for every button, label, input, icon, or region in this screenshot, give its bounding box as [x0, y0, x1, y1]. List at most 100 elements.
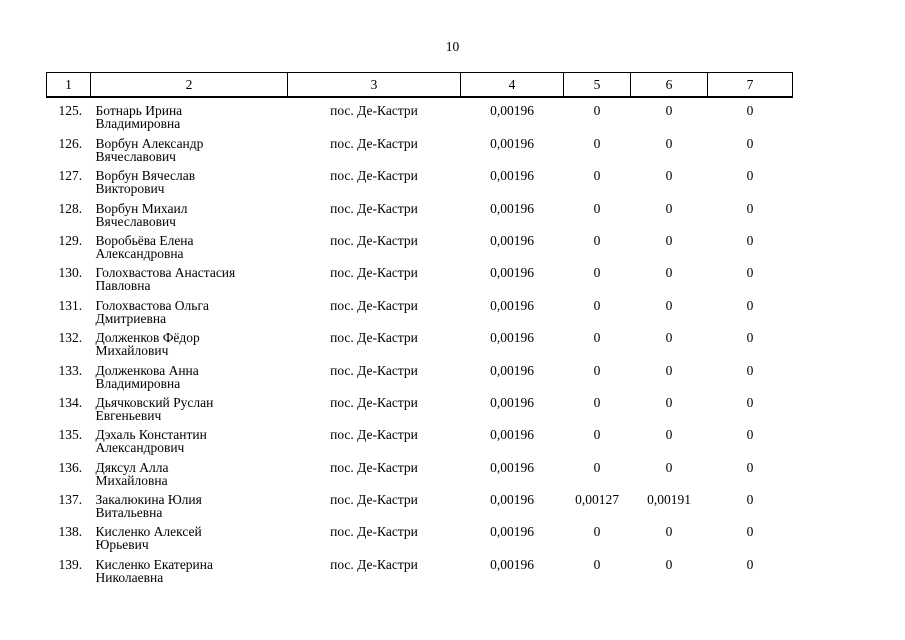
- value-cell-col7: 0: [746, 492, 754, 508]
- locality-cell: пос. Де-Кастри: [330, 232, 418, 248]
- table-row: 139. Кисленко Екатерина Николаевна пос. …: [47, 551, 793, 585]
- table-row: 132. Долженков Фёдор Михайлович пос. Де-…: [47, 325, 793, 358]
- value-cell-col4: 0,00196: [490, 459, 534, 475]
- column-header-1: 1: [46, 72, 91, 98]
- value-cell-col7: 0: [746, 168, 754, 184]
- table-row: 127. Ворбун Вячеслав Викторович пос. Де-…: [47, 163, 793, 197]
- column-header-3: 3: [287, 72, 461, 98]
- value-cell-col4: 0,00196: [490, 265, 534, 281]
- person-name-cell: Дэхаль Константин Александрович: [95, 427, 207, 456]
- value-cell-col5: 0: [593, 394, 601, 410]
- row-number-cell: 135.: [58, 427, 83, 443]
- value-cell-col5: 0: [593, 524, 601, 540]
- value-cell-col6: 0: [665, 232, 673, 248]
- table-row: 136. Дяксул Алла Михайловна пос. Де-Каст…: [47, 454, 793, 488]
- value-cell-col4: 0,00196: [490, 492, 534, 508]
- table-row: 125. Ботнарь Ирина Владимировна пос. Де-…: [47, 97, 793, 132]
- value-cell-col6: 0: [665, 459, 673, 475]
- row-number-cell: 136.: [58, 459, 83, 475]
- value-cell-col7: 0: [746, 297, 754, 313]
- value-cell-col6: 0: [665, 135, 673, 151]
- locality-cell: пос. Де-Кастри: [330, 427, 418, 443]
- column-header-4: 4: [460, 72, 564, 98]
- person-name-cell: Ворбун Александр Вячеславович: [95, 135, 204, 164]
- row-number-cell: 134.: [58, 394, 83, 410]
- person-name-cell: Воробьёва Елена Александровна: [95, 232, 194, 261]
- row-number-cell: 129.: [58, 232, 83, 248]
- locality-cell: пос. Де-Кастри: [330, 459, 418, 475]
- value-cell-col4: 0,00196: [490, 297, 534, 313]
- value-cell-col4: 0,00196: [490, 135, 534, 151]
- locality-cell: пос. Де-Кастри: [330, 556, 418, 572]
- value-cell-col6: 0,00191: [647, 492, 691, 508]
- value-cell-col5: 0: [593, 200, 601, 216]
- table-row: 128. Ворбун Михаил Вячеславович пос. Де-…: [47, 195, 793, 229]
- person-name-cell: Кисленко Екатерина Николаевна: [95, 556, 214, 585]
- value-cell-col5: 0: [593, 556, 601, 572]
- person-name-cell: Долженкова Анна Владимировна: [95, 362, 199, 391]
- table-header-row: 1 2 3 4 5 6 7: [46, 72, 793, 98]
- value-cell-col6: 0: [665, 362, 673, 378]
- locality-cell: пос. Де-Кастри: [330, 297, 418, 313]
- person-name-cell: Дяксул Алла Михайловна: [95, 459, 169, 488]
- value-cell-col6: 0: [665, 330, 673, 346]
- row-number-cell: 131.: [58, 297, 83, 313]
- value-cell-col7: 0: [746, 427, 754, 443]
- row-number-cell: 127.: [58, 168, 83, 184]
- value-cell-col5: 0: [593, 232, 601, 248]
- column-header-2: 2: [90, 72, 288, 98]
- table-body: 125. Ботнарь Ирина Владимировна пос. Де-…: [47, 97, 793, 584]
- row-number-cell: 126.: [58, 135, 83, 151]
- value-cell-col7: 0: [746, 103, 754, 119]
- table-row: 135. Дэхаль Константин Александрович пос…: [47, 422, 793, 456]
- person-name-cell: Ботнарь Ирина Владимировна: [95, 103, 183, 132]
- value-cell-col7: 0: [746, 330, 754, 346]
- page-number: 10: [445, 39, 460, 54]
- locality-cell: пос. Де-Кастри: [330, 168, 418, 184]
- value-cell-col5: 0: [593, 103, 601, 119]
- table-row: 134. Дьячковский Руслан Евгеньевич пос. …: [47, 390, 793, 423]
- row-number-cell: 139.: [58, 556, 83, 572]
- table-row: 130. Голохвастова Анастасия Павловна пос…: [47, 260, 793, 293]
- row-number-cell: 137.: [58, 492, 83, 508]
- person-name-cell: Закалюкина Юлия Витальевна: [95, 492, 202, 521]
- value-cell-col6: 0: [665, 394, 673, 410]
- value-cell-col6: 0: [665, 556, 673, 572]
- locality-cell: пос. Де-Кастри: [330, 394, 418, 410]
- value-cell-col7: 0: [746, 459, 754, 475]
- person-name-cell: Ворбун Вячеслав Викторович: [95, 168, 196, 197]
- locality-cell: пос. Де-Кастри: [330, 265, 418, 281]
- table-row: 131. Голохвастова Ольга Дмитриевна пос. …: [47, 292, 793, 325]
- value-cell-col5: 0: [593, 168, 601, 184]
- value-cell-col4: 0,00196: [490, 556, 534, 572]
- locality-cell: пос. Де-Кастри: [330, 492, 418, 508]
- value-cell-col5: 0: [593, 459, 601, 475]
- value-cell-col7: 0: [746, 362, 754, 378]
- person-name-cell: Ворбун Михаил Вячеславович: [95, 200, 188, 229]
- locality-cell: пос. Де-Кастри: [330, 524, 418, 540]
- value-cell-col6: 0: [665, 524, 673, 540]
- row-number-cell: 132.: [58, 330, 83, 346]
- locality-cell: пос. Де-Кастри: [330, 135, 418, 151]
- value-cell-col4: 0,00196: [490, 362, 534, 378]
- value-cell-col6: 0: [665, 265, 673, 281]
- value-cell-col4: 0,00196: [490, 330, 534, 346]
- value-cell-col7: 0: [746, 232, 754, 248]
- value-cell-col4: 0,00196: [490, 232, 534, 248]
- value-cell-col5: 0: [593, 135, 601, 151]
- value-cell-col7: 0: [746, 200, 754, 216]
- value-cell-col5: 0,00127: [575, 492, 619, 508]
- table-row: 126. Ворбун Александр Вячеславович пос. …: [47, 130, 793, 164]
- value-cell-col6: 0: [665, 168, 673, 184]
- value-cell-col4: 0,00196: [490, 394, 534, 410]
- column-header-5: 5: [563, 72, 631, 98]
- value-cell-col5: 0: [593, 265, 601, 281]
- table-row: 133. Долженкова Анна Владимировна пос. Д…: [47, 357, 793, 391]
- value-cell-col5: 0: [593, 427, 601, 443]
- value-cell-col6: 0: [665, 200, 673, 216]
- locality-cell: пос. Де-Кастри: [330, 103, 418, 119]
- value-cell-col6: 0: [665, 427, 673, 443]
- person-name-cell: Кисленко Алексей Юрьевич: [95, 524, 202, 553]
- row-number-cell: 128.: [58, 200, 83, 216]
- value-cell-col4: 0,00196: [490, 427, 534, 443]
